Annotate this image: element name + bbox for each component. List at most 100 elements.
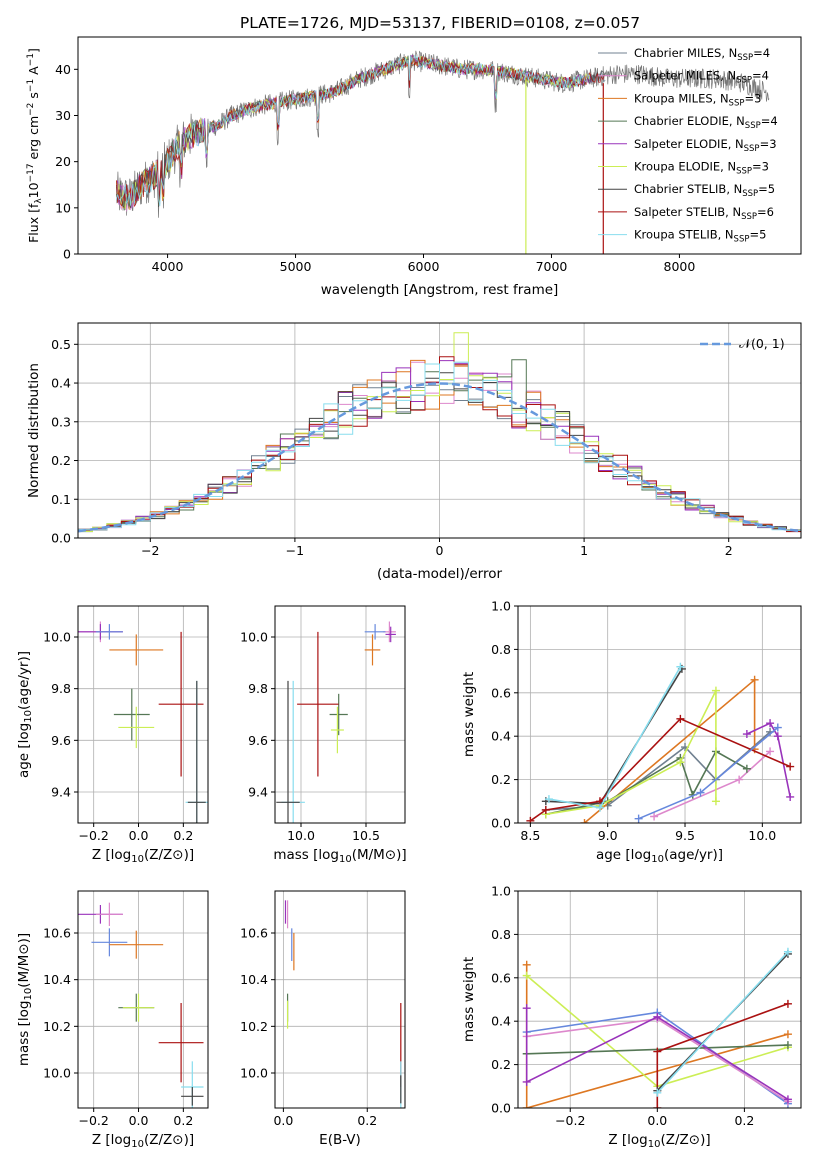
- x-axis-label-sub: 10: [131, 1139, 144, 1150]
- axes-frame: [77, 890, 209, 1109]
- errorbar-point: [118, 706, 155, 749]
- x-tick-label: 4000: [152, 259, 184, 274]
- x-axis-label-sub: 10: [651, 854, 664, 865]
- x-axis-label-sub: 10: [131, 854, 144, 865]
- axes-frame: [517, 890, 802, 1109]
- x-tick-label: −0.2: [79, 828, 109, 843]
- weight-marker: [773, 723, 782, 732]
- plot-area: [522, 947, 792, 1108]
- weight-marker: [653, 1088, 662, 1097]
- y-tick-label: 9.4: [51, 785, 71, 800]
- legend-label: Kroupa ELODIE, NSSP=3: [634, 160, 769, 177]
- weight-marker: [650, 812, 659, 821]
- weight-marker: [783, 1041, 792, 1050]
- legend-label-sub: SSP: [736, 167, 752, 177]
- errorbar-point: [181, 1087, 204, 1106]
- x-axis-label-rest: (Z/Z⊙)]: [144, 1132, 194, 1148]
- y-tick-label: 40: [55, 62, 71, 77]
- weight-marker: [676, 662, 685, 671]
- legend-label-value: =3: [760, 137, 777, 151]
- y-axis-label-part: ]: [26, 48, 41, 53]
- weight-marker: [522, 960, 531, 969]
- axes-frame: [77, 322, 802, 539]
- panel-residuals: −2 −1 0 1 2 0.0 0.1 0.2 0.3 0.4 0.5 𝒩(0, 1) (data-mo…: [26, 322, 802, 582]
- legend-label-sub: SSP: [745, 121, 761, 131]
- x-tick-label: 2: [725, 543, 733, 558]
- y-tick-label: 9.6: [51, 733, 71, 748]
- weight-marker: [541, 805, 550, 814]
- legend-label: Salpeter ELODIE, NSSP=3: [634, 137, 777, 154]
- legend-label-sub: SSP: [742, 189, 758, 199]
- x-tick-label: −0.2: [555, 1113, 585, 1128]
- x-tick-label: −2: [141, 543, 159, 558]
- legend-label-sub: SSP: [744, 144, 760, 154]
- errorbar-point: [364, 624, 386, 640]
- y-axis-label-rest: (M/M⊙)]: [16, 933, 32, 988]
- legend-label: Salpeter MILES, NSSP=4: [634, 69, 769, 86]
- x-axis-label-sub: 10: [339, 854, 352, 865]
- y-axis-label-sup: −1: [26, 53, 36, 66]
- x-tick-label: 0.2: [734, 1113, 754, 1128]
- x-axis-label: (data-model)/error: [377, 566, 503, 582]
- weight-marker: [711, 686, 720, 695]
- weight-marker: [766, 747, 775, 756]
- y-axis-label-sub: 10: [23, 988, 34, 1001]
- plot-area: [78, 332, 801, 538]
- y-tick-label: 0.5: [51, 337, 71, 352]
- x-tick-label: 10.0: [287, 828, 315, 843]
- x-axis-label: Z [log10(Z/Z⊙)]: [608, 1132, 710, 1150]
- y-tick-label: 10.6: [43, 926, 71, 941]
- legend-label-value: =5: [758, 182, 775, 196]
- errorbar-point: [385, 626, 396, 643]
- x-tick-label: 5000: [280, 259, 312, 274]
- y-tick-label: 1.0: [491, 599, 511, 614]
- legend-label: Chabrier ELODIE, NSSP=4: [634, 114, 778, 131]
- y-tick-label: 0.2: [491, 1057, 511, 1072]
- x-tick-label: −1: [286, 543, 304, 558]
- errorbar-point: [95, 624, 123, 640]
- x-axis-label-rest: (age/yr)]: [664, 847, 723, 863]
- errorbar-point: [95, 902, 123, 926]
- plot-area: [276, 621, 396, 823]
- y-tick-label: 0: [63, 247, 71, 262]
- weight-marker: [653, 1104, 662, 1108]
- x-tick-label: 0.0: [129, 1113, 149, 1128]
- y-axis-label-part: erg cm: [26, 116, 41, 164]
- y-axis-label-part: s: [26, 92, 41, 103]
- plot-area: [78, 902, 204, 1108]
- errorbar-point: [158, 631, 204, 777]
- y-axis-label-rest: (age/yr)]: [16, 651, 32, 710]
- x-tick-label: 0.0: [129, 828, 149, 843]
- weight-marker: [526, 816, 535, 823]
- y-axis-label: mass weight: [461, 672, 477, 757]
- legend-label-value: =4: [761, 114, 778, 128]
- x-tick-label: 6000: [408, 259, 440, 274]
- weight-marker: [735, 775, 744, 784]
- y-tick-label: 0.6: [491, 685, 511, 700]
- errorbar-point: [91, 928, 128, 957]
- x-axis-label-rest: (Z/Z⊙)]: [660, 1132, 710, 1148]
- panel-age-vs-Z: −0.2 0.0 0.2 9.4 9.6 9.8 10.0 Z [log10(Z/Z⊙)] ag…: [16, 605, 209, 865]
- panel-spectrum: 4000 5000 6000 7000 8000 0 10 20 30 40 Chabrier MI…: [26, 36, 802, 298]
- errorbar-point: [364, 634, 381, 666]
- y-tick-label: 20: [55, 154, 71, 169]
- y-tick-label: 10.2: [240, 1019, 268, 1034]
- spectrum-legend: Chabrier MILES, NSSP=4 Salpeter MILES, NS…: [598, 46, 778, 245]
- model-spectrum-line: [116, 54, 591, 207]
- errorbar-point: [122, 993, 155, 1022]
- panel-weight-vs-age: 8.5 9.0 9.5 10.0 0.0 0.2 0.4 0.6 0.8 1.0 age [log1…: [461, 599, 802, 865]
- x-axis-label: mass [log10(M/M⊙)]: [273, 847, 406, 865]
- x-tick-label: 9.5: [675, 828, 695, 843]
- y-tick-label: 9.8: [248, 681, 268, 696]
- x-tick-label: 0.2: [357, 1113, 377, 1128]
- plot-area: [78, 621, 208, 823]
- x-tick-label: 10.5: [352, 828, 380, 843]
- weight-marker: [580, 819, 589, 823]
- x-axis-label-rest: (Z/Z⊙)]: [144, 847, 194, 863]
- x-axis-label: Z [log10(Z/Z⊙)]: [92, 1132, 194, 1150]
- weight-marker: [783, 1030, 792, 1039]
- errorbar-point: [276, 680, 300, 823]
- weight-marker: [544, 795, 553, 804]
- plot-area: [526, 662, 795, 823]
